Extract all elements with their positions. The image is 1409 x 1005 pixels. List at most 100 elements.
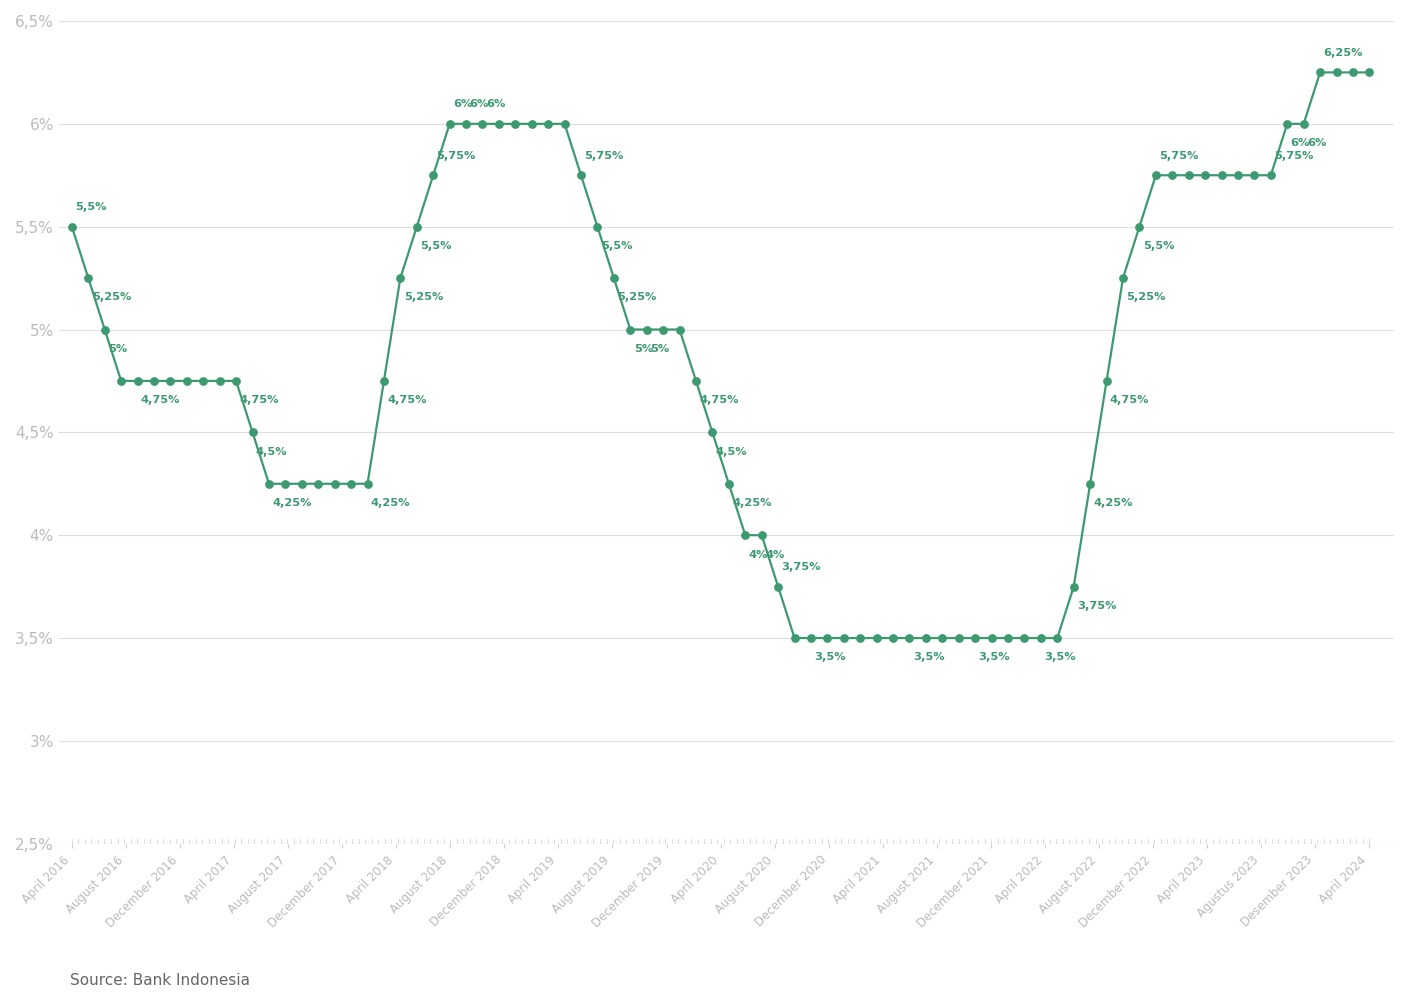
Point	[783, 630, 806, 646]
Text: 3,5%: 3,5%	[913, 652, 944, 662]
Point	[964, 630, 986, 646]
Point	[225, 373, 248, 389]
Text: 4,75%: 4,75%	[141, 395, 180, 405]
Text: 5,25%: 5,25%	[617, 292, 657, 303]
Text: 5,25%: 5,25%	[1126, 292, 1165, 303]
Point	[241, 424, 263, 440]
Point	[192, 373, 214, 389]
Point	[1292, 116, 1315, 132]
Text: 4%: 4%	[748, 550, 768, 560]
Point	[800, 630, 823, 646]
Point	[652, 322, 675, 338]
Point	[275, 475, 297, 491]
Point	[1178, 167, 1200, 183]
Point	[389, 270, 411, 286]
Text: 3,5%: 3,5%	[814, 652, 845, 662]
Point	[127, 373, 149, 389]
Point	[372, 373, 395, 389]
Point	[1062, 579, 1085, 595]
Point	[586, 219, 609, 235]
Point	[833, 630, 855, 646]
Point	[159, 373, 182, 389]
Point	[258, 475, 280, 491]
Text: Source: Bank Indonesia: Source: Bank Indonesia	[70, 973, 251, 988]
Point	[93, 322, 116, 338]
Point	[914, 630, 937, 646]
Point	[931, 630, 954, 646]
Text: 4,75%: 4,75%	[699, 395, 738, 405]
Point	[110, 373, 132, 389]
Text: 4,25%: 4,25%	[1093, 498, 1133, 509]
Point	[1358, 64, 1381, 80]
Point	[488, 116, 510, 132]
Point	[209, 373, 231, 389]
Point	[766, 579, 789, 595]
Point	[1193, 167, 1216, 183]
Point	[504, 116, 527, 132]
Point	[61, 219, 83, 235]
Point	[882, 630, 905, 646]
Text: 4,5%: 4,5%	[256, 447, 287, 456]
Point	[865, 630, 888, 646]
Point	[554, 116, 576, 132]
Point	[717, 475, 740, 491]
Point	[1129, 219, 1151, 235]
Point	[471, 116, 493, 132]
Point	[1210, 167, 1233, 183]
Point	[635, 322, 658, 338]
Point	[734, 528, 757, 544]
Point	[142, 373, 165, 389]
Text: 6%: 6%	[1291, 139, 1310, 148]
Point	[406, 219, 428, 235]
Point	[702, 424, 724, 440]
Text: 6%: 6%	[452, 99, 472, 110]
Point	[1045, 630, 1068, 646]
Text: 5,75%: 5,75%	[585, 151, 624, 161]
Point	[603, 270, 626, 286]
Text: 5,75%: 5,75%	[1274, 151, 1313, 161]
Text: 4,25%: 4,25%	[371, 498, 410, 509]
Text: 5%: 5%	[108, 344, 127, 354]
Point	[324, 475, 347, 491]
Point	[438, 116, 461, 132]
Point	[619, 322, 641, 338]
Text: 5,5%: 5,5%	[420, 241, 451, 251]
Point	[1227, 167, 1250, 183]
Text: 5,5%: 5,5%	[600, 241, 633, 251]
Point	[668, 322, 690, 338]
Text: 3,75%: 3,75%	[1076, 601, 1116, 611]
Text: 6%: 6%	[1308, 139, 1326, 148]
Text: 5%: 5%	[634, 344, 652, 354]
Text: 5,25%: 5,25%	[92, 292, 131, 303]
Point	[1144, 167, 1167, 183]
Text: 4,75%: 4,75%	[1110, 395, 1150, 405]
Text: 5,75%: 5,75%	[437, 151, 476, 161]
Point	[1341, 64, 1364, 80]
Point	[751, 528, 774, 544]
Point	[520, 116, 542, 132]
Text: 6%: 6%	[486, 99, 506, 110]
Text: 3,5%: 3,5%	[1044, 652, 1076, 662]
Point	[1079, 475, 1102, 491]
Point	[816, 630, 838, 646]
Text: 6%: 6%	[469, 99, 489, 110]
Point	[898, 630, 920, 646]
Text: 3,5%: 3,5%	[978, 652, 1010, 662]
Text: 5,25%: 5,25%	[403, 292, 442, 303]
Point	[1030, 630, 1053, 646]
Text: 4,75%: 4,75%	[387, 395, 427, 405]
Point	[77, 270, 100, 286]
Text: 5%: 5%	[650, 344, 669, 354]
Point	[947, 630, 969, 646]
Point	[1309, 64, 1332, 80]
Point	[290, 475, 313, 491]
Text: 5,5%: 5,5%	[1143, 241, 1174, 251]
Point	[307, 475, 330, 491]
Point	[685, 373, 707, 389]
Point	[981, 630, 1003, 646]
Point	[176, 373, 199, 389]
Point	[569, 167, 592, 183]
Text: 4,75%: 4,75%	[240, 395, 279, 405]
Point	[1277, 116, 1299, 132]
Text: 4%: 4%	[765, 550, 785, 560]
